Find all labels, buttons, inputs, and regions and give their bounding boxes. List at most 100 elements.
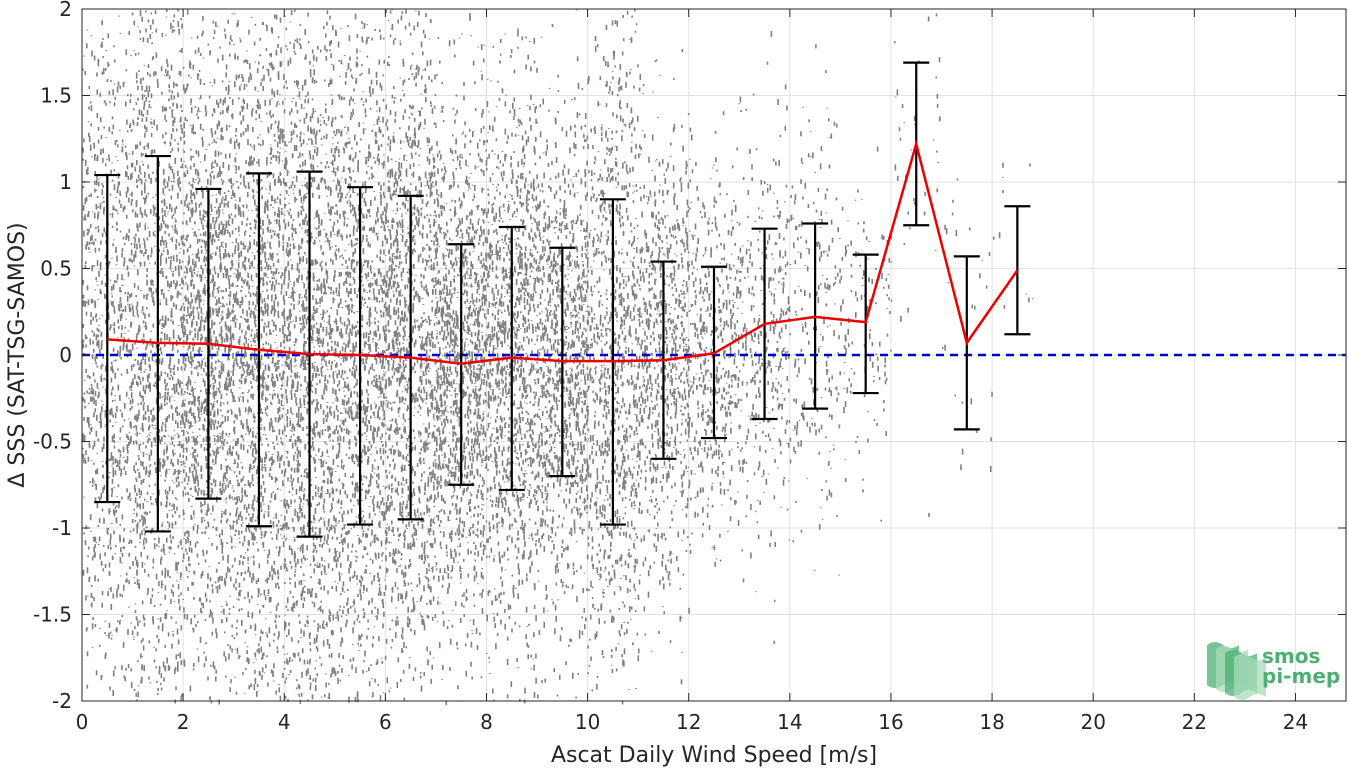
scatter-point [244, 256, 246, 263]
scatter-point [111, 285, 113, 291]
scatter-point [254, 368, 256, 370]
scatter-point [215, 669, 217, 674]
scatter-point [234, 400, 236, 402]
scatter-point [141, 530, 143, 536]
scatter-point [270, 332, 272, 335]
scatter-point [187, 530, 189, 534]
scatter-point [207, 509, 209, 513]
scatter-point [188, 392, 191, 394]
scatter-point [137, 314, 139, 318]
scatter-point [250, 357, 253, 360]
scatter-point [279, 372, 281, 377]
scatter-point [131, 172, 133, 179]
scatter-point [121, 594, 123, 598]
scatter-point [298, 294, 301, 300]
scatter-point [136, 347, 138, 349]
scatter-point [165, 241, 168, 248]
scatter-point [219, 111, 222, 115]
scatter-point [275, 624, 277, 629]
scatter-point [125, 101, 127, 107]
scatter-point [188, 546, 191, 552]
scatter-point [160, 558, 162, 565]
scatter-point [179, 308, 181, 310]
scatter-point [202, 517, 205, 519]
scatter-point [158, 665, 161, 672]
scatter-point [151, 424, 154, 427]
scatter-point [153, 604, 156, 607]
scatter-point [94, 300, 97, 302]
scatter-point [175, 654, 178, 660]
scatter-point [270, 403, 273, 406]
scatter-point [111, 179, 114, 182]
scatter-point [225, 253, 227, 258]
scatter-point [128, 432, 131, 434]
scatter-point [156, 680, 158, 683]
scatter-point [215, 216, 218, 222]
scatter-point [90, 459, 93, 461]
scatter-point [180, 166, 182, 169]
scatter-point [264, 302, 267, 309]
scatter-point [166, 213, 169, 215]
scatter-point [147, 142, 149, 149]
scatter-point [138, 580, 140, 582]
scatter-point [259, 672, 261, 676]
scatter-point [83, 216, 86, 220]
scatter-point [88, 247, 90, 250]
scatter-point [248, 523, 250, 526]
scatter-point [127, 330, 130, 332]
scatter-point [186, 482, 189, 485]
scatter-point [226, 478, 228, 482]
scatter-point [266, 281, 268, 286]
scatter-point [304, 624, 307, 628]
scatter-point [267, 69, 270, 76]
scatter-point [110, 366, 112, 371]
scatter-point [205, 435, 208, 442]
scatter-point [125, 191, 128, 198]
scatter-point [140, 179, 143, 184]
scatter-point [226, 273, 229, 276]
scatter-point [238, 397, 241, 402]
scatter-point [237, 186, 240, 190]
scatter-point [82, 204, 85, 211]
scatter-point [320, 663, 323, 667]
scatter-point [112, 425, 114, 428]
scatter-point [177, 584, 180, 590]
scatter-point [261, 299, 264, 304]
scatter-point [234, 534, 236, 536]
scatter-point [84, 265, 87, 270]
scatter-point [226, 385, 229, 388]
scatter-point [120, 373, 123, 376]
scatter-point [96, 327, 99, 331]
scatter-point [157, 625, 160, 630]
scatter-point [278, 359, 280, 362]
scatter-point [126, 265, 129, 271]
scatter-point [251, 478, 254, 482]
scatter-point [212, 253, 214, 255]
scatter-point [234, 214, 237, 218]
scatter-point [217, 151, 220, 157]
scatter-point [255, 309, 258, 311]
scatter-point [131, 150, 134, 155]
scatter-point [326, 443, 328, 445]
scatter-point [241, 107, 244, 113]
scatter-point [248, 482, 250, 486]
scatter-point [223, 28, 226, 32]
scatter-point [252, 499, 254, 506]
scatter-point [90, 147, 92, 151]
scatter-point [192, 425, 194, 427]
scatter-point [186, 492, 189, 494]
scatter-point [108, 154, 110, 159]
scatter-point [272, 431, 274, 433]
scatter-point [171, 395, 173, 397]
scatter-point [205, 405, 207, 412]
scatter-point [170, 308, 173, 315]
scatter-point [270, 597, 272, 602]
scatter-point [127, 271, 130, 277]
scatter-point [281, 538, 284, 539]
scatter-point [234, 199, 237, 201]
scatter-point [239, 590, 241, 594]
scatter-point [175, 83, 177, 86]
scatter-point [235, 627, 238, 629]
scatter-point [260, 491, 262, 497]
scatter-point [221, 490, 223, 495]
